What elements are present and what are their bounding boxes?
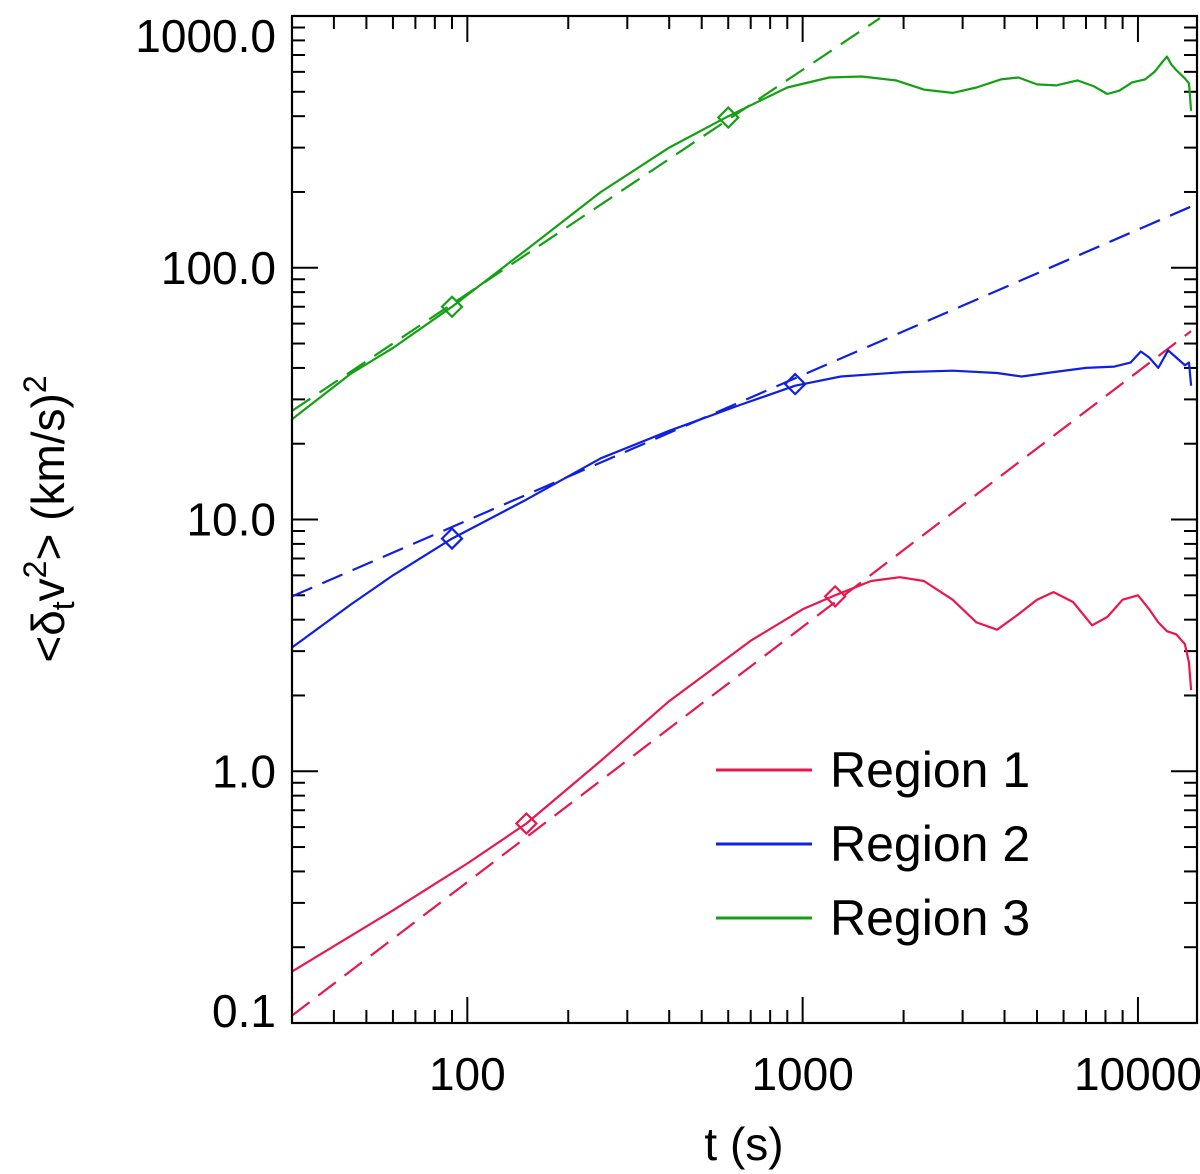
x-axis-title: t (s) [704, 1118, 783, 1170]
data-lines [291, 55, 1193, 973]
diamond-marker-region-2-2 [783, 372, 807, 396]
diamond-marker-region-3-1 [440, 295, 464, 319]
x-tick-label: 10000 [1074, 1048, 1200, 1100]
y-axis-title-base: v [22, 578, 74, 601]
legend-label-region-2: Region 2 [830, 816, 1030, 872]
y-axis-title-close: > (km/s) [22, 393, 74, 560]
series-line-region-2 [291, 349, 1193, 649]
y-axis-title-unit-sup: 2 [17, 375, 53, 393]
data-markers [440, 106, 847, 836]
x-tick-labels: 100 1000 10000 [429, 1048, 1200, 1100]
legend-label-region-3: Region 3 [830, 890, 1030, 946]
y-axis-title-open: <δ [22, 610, 74, 662]
series-line-region-1 [291, 576, 1193, 973]
y-tick-label: 10.0 [186, 494, 276, 546]
y-tick-label: 0.1 [212, 985, 276, 1037]
legend-label-region-1: Region 1 [830, 742, 1030, 798]
fit-line-region-3 [291, 17, 881, 412]
y-axis-title-sup: 2 [17, 561, 53, 579]
axis-ticks [291, 15, 1197, 1024]
legend: Region 1 Region 2 Region 3 [716, 742, 1030, 946]
diamond-marker-region-2-1 [440, 527, 464, 551]
y-tick-label: 1000.0 [135, 10, 276, 62]
y-axis-title: <δtv2> (km/s)2 [17, 375, 81, 662]
y-tick-label: 1.0 [212, 745, 276, 797]
fit-line-region-1 [291, 330, 1192, 1017]
fit-lines [291, 17, 1192, 1017]
y-axis-title-sub: t [45, 601, 81, 610]
diamond-marker-region-1-1 [514, 811, 538, 836]
x-tick-label: 1000 [751, 1048, 853, 1100]
series-line-region-3 [291, 55, 1193, 421]
x-tick-label: 100 [429, 1048, 506, 1100]
y-tick-labels: 0.1 1.0 10.0 100.0 1000.0 [135, 10, 276, 1037]
plot-frame [290, 14, 1199, 1025]
diamond-marker-region-1-2 [823, 584, 847, 608]
y-tick-label: 100.0 [161, 242, 276, 294]
diamond-marker-region-3-2 [716, 106, 740, 130]
